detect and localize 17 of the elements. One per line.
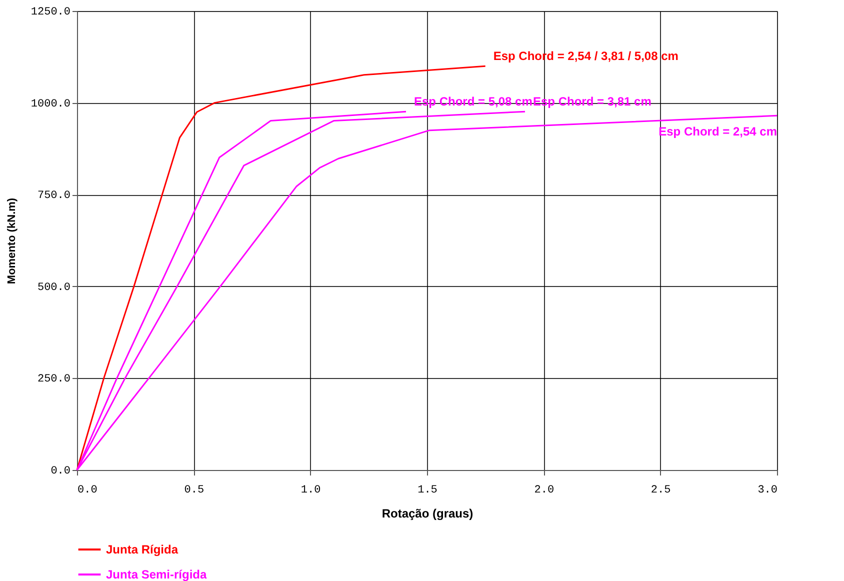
y-tick-label: 750.0 xyxy=(37,190,70,202)
x-tick-label: 0.5 xyxy=(184,484,204,496)
y-tick-label: 0.0 xyxy=(50,466,70,478)
x-axis-title: Rotação (graus) xyxy=(382,506,474,520)
y-tick-label: 250.0 xyxy=(37,374,70,386)
x-tick-label: 2.0 xyxy=(534,484,554,496)
legend-label: Junta Rígida xyxy=(106,542,178,556)
x-tick-label: 0.0 xyxy=(78,484,98,496)
y-tick-label: 1250.0 xyxy=(30,6,70,18)
x-tick-label: 1.5 xyxy=(418,484,438,496)
x-tick-label: 2.5 xyxy=(650,484,671,496)
x-tick-label: 1.0 xyxy=(300,484,321,496)
x-tick-label: 3.0 xyxy=(758,484,778,496)
y-axis-title: Momento (kN.m) xyxy=(6,198,18,284)
y-tick-label: 500.0 xyxy=(37,282,70,294)
y-tick-label: 1000.0 xyxy=(30,98,70,110)
legend-label: Junta Semi-rígida xyxy=(106,568,208,581)
